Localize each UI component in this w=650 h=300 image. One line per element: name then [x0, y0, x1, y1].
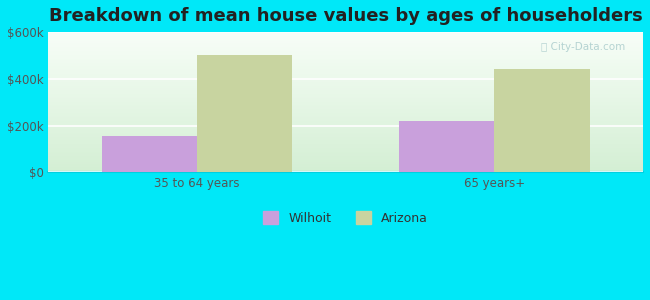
Text: ⓘ City-Data.com: ⓘ City-Data.com — [541, 42, 625, 52]
Legend: Wilhoit, Arizona: Wilhoit, Arizona — [263, 211, 428, 225]
Bar — [197, 56, 292, 172]
Bar — [495, 70, 590, 172]
Bar — [399, 121, 495, 172]
Bar — [102, 136, 197, 172]
Title: Breakdown of mean house values by ages of householders: Breakdown of mean house values by ages o… — [49, 7, 643, 25]
